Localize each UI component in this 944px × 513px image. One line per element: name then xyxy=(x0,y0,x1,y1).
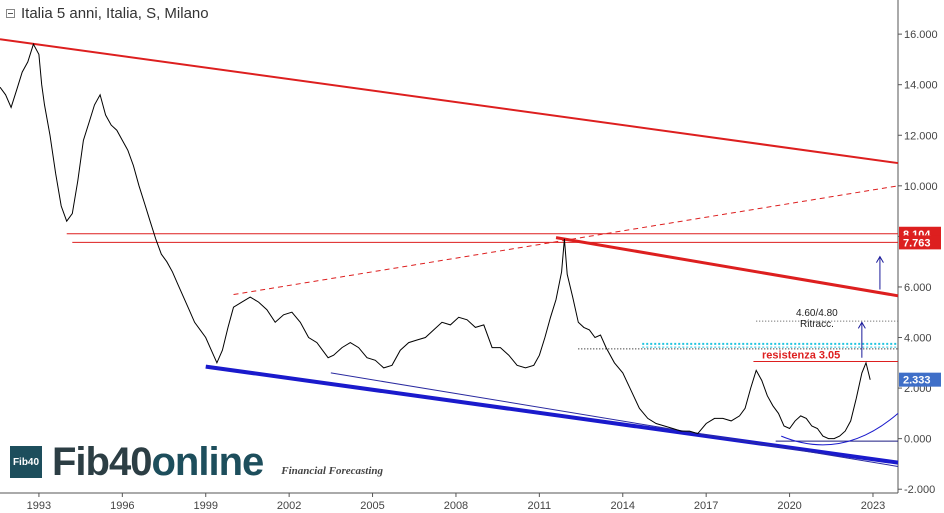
chart-header: Italia 5 anni, Italia, S, Milano xyxy=(6,5,209,22)
arrow-up-target-head xyxy=(875,255,884,263)
blue-support-trend xyxy=(205,364,899,465)
y-tick-label: 12.000 xyxy=(904,130,938,142)
price-tag-7763: 7.763 xyxy=(903,237,931,249)
red-dashed-trend xyxy=(233,185,899,296)
x-tick-label: 1999 xyxy=(193,500,217,512)
collapse-toggle-icon[interactable] xyxy=(6,9,15,18)
last-price-tag: 2.333 xyxy=(903,375,931,387)
annotations: resistenza 3.054.60/4.80Ritracc.8.1047.7… xyxy=(762,226,941,387)
red-resistance-trend xyxy=(555,236,899,298)
x-tick-label: 2005 xyxy=(360,500,384,512)
y-tick-label: 0.000 xyxy=(904,434,932,446)
logo-word-b: online xyxy=(151,440,264,484)
chart-title: Italia 5 anni, Italia, S, Milano xyxy=(21,5,209,22)
upper-red-channel xyxy=(0,38,899,165)
y-tick-label: 6.000 xyxy=(904,282,932,294)
logo-wordmark: Fib40online xyxy=(52,440,264,484)
y-tick-label: 10.000 xyxy=(904,181,938,193)
x-tick-label: 1993 xyxy=(27,500,51,512)
x-tick-label: 2014 xyxy=(611,500,635,512)
price-line-0 xyxy=(0,42,871,440)
blue-arc-curve xyxy=(781,412,899,446)
x-tick-label: 2017 xyxy=(694,500,718,512)
last-price-tag-bg xyxy=(899,372,941,387)
x-tick-label: 2002 xyxy=(277,500,301,512)
retracement-range-label: 4.60/4.80 xyxy=(796,308,838,319)
price-series xyxy=(0,42,871,440)
y-tick-label: -2.000 xyxy=(904,484,935,496)
brand-logo: Fib40 Fib40online Financial Forecasting xyxy=(10,442,383,482)
price-tag-7763-bg xyxy=(899,235,941,250)
logo-tagline: Financial Forecasting xyxy=(281,465,384,477)
x-tick-label: 1996 xyxy=(110,500,134,512)
logo-badge: Fib40 xyxy=(10,446,42,478)
y-tick-label: 16.000 xyxy=(904,29,938,41)
logo-word-a: Fib40 xyxy=(52,440,152,484)
arrow-up-retracement-head xyxy=(857,321,866,329)
x-tick-label: 2020 xyxy=(777,500,801,512)
y-tick-label: 4.000 xyxy=(904,333,932,345)
trend-drawings xyxy=(0,38,899,467)
thin-blue-trend xyxy=(330,372,899,467)
x-tick-label: 2023 xyxy=(861,500,885,512)
y-tick-label: 14.000 xyxy=(904,80,938,92)
x-tick-label: 2011 xyxy=(528,500,552,512)
resistance-label: resistenza 3.05 xyxy=(762,350,840,362)
x-tick-label: 2008 xyxy=(444,500,468,512)
retracement-label: Ritracc. xyxy=(800,319,834,330)
